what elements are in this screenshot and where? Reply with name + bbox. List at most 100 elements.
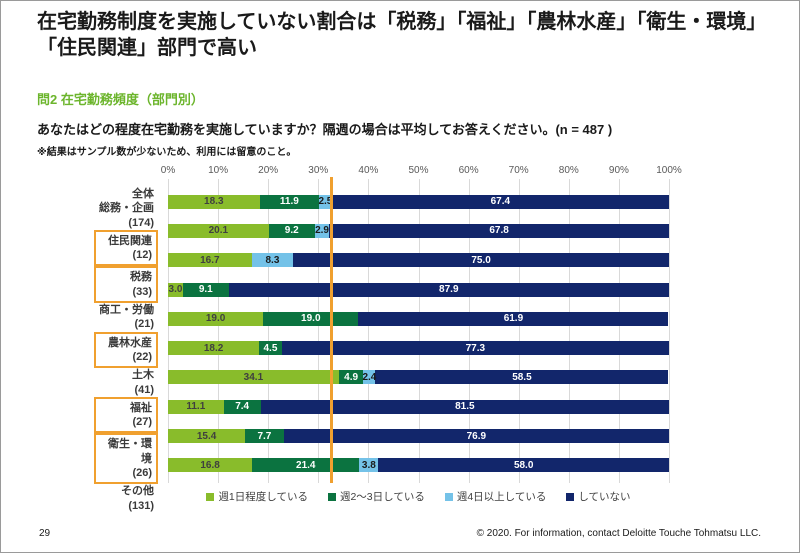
bar-row: 19.0 19.0 61.9 — [168, 304, 669, 333]
bar-value-label: 7.4 — [235, 401, 250, 413]
bar-segment: 2.4 — [362, 370, 376, 385]
bar-value-label: 58.5 — [512, 371, 532, 383]
category-label-row: 農林水産 (22) — [1, 331, 161, 369]
bar-segment: 18.3 — [168, 194, 260, 209]
bar-rows: 18.3 11.9 2.5 67.4 20.1 9.2 2.9 67.8 16.7 8.3 75.0… — [168, 187, 669, 480]
legend-swatch — [444, 492, 453, 501]
bar-segment: 9.2 — [268, 223, 315, 238]
bar-segment: 2.5 — [318, 194, 333, 209]
x-axis-tick-label: 50% — [408, 165, 429, 176]
bar-value-label: 7.7 — [257, 430, 272, 442]
bar-segment: 16.8 — [168, 458, 253, 473]
x-axis-tick-label: 0% — [160, 165, 176, 176]
bar-row: 18.3 11.9 2.5 67.4 — [168, 187, 669, 216]
bar-value-label: 11.9 — [279, 196, 299, 208]
bar-segment: 58.5 — [375, 370, 669, 385]
sample-note: ※結果はサンプル数が少ないため、利用には留意のこと。 — [37, 147, 297, 158]
bar-value-label: 16.8 — [200, 459, 220, 471]
bar-value-label: 11.1 — [186, 401, 206, 413]
bar-value-label: 75.0 — [471, 254, 491, 266]
page-title: 在宅勤務制度を実施していない割合は「税務」「福祉」「農林水産」「衛生・環境」「住… — [37, 11, 767, 60]
bar-value-label: 16.7 — [200, 254, 220, 266]
bar-value-label: 87.9 — [439, 284, 459, 296]
question-subtitle: 問2 在宅勤務頻度（部門別） — [37, 92, 204, 107]
gridline — [618, 179, 620, 483]
legend-item: していない — [566, 489, 631, 504]
bar-value-label: 77.3 — [465, 342, 486, 354]
bar-segment: 19.0 — [263, 311, 359, 326]
bar-value-label: 19.0 — [205, 313, 226, 325]
bar-segment: 19.0 — [168, 311, 264, 326]
bar-row: 18.2 4.5 77.3 — [168, 333, 669, 362]
legend-item: 週1日程度している — [206, 489, 308, 504]
category-label-row: 総務・企画 (174) — [1, 201, 161, 230]
legend-swatch — [327, 492, 336, 501]
category-label-highlighted: 福祉 (27) — [94, 396, 158, 434]
bar-value-label: 3.0 — [168, 284, 183, 296]
category-label-row: 全体 — [1, 187, 161, 201]
x-axis-tick-label: 70% — [508, 165, 529, 176]
bar-segment: 61.9 — [358, 311, 669, 326]
legend: 週1日程度している 週2～3日している 週4日以上している していない — [168, 489, 669, 504]
gridline — [318, 179, 320, 483]
stacked-bar-chart: 0% 10% 20% 30% 40% 50% 60% 70% 80% 90% 100% 18.3 11… — [1, 163, 799, 493]
bar-segment: 7.7 — [245, 429, 284, 444]
bar-value-label: 3.8 — [361, 459, 376, 471]
bar-row: 16.7 8.3 75.0 — [168, 246, 669, 275]
gridline — [518, 179, 520, 483]
bar-value-label: 15.4 — [196, 430, 217, 442]
bar-segment: 76.9 — [283, 429, 669, 444]
page-number: 29 — [39, 528, 51, 539]
legend-label: 週2～3日している — [339, 491, 425, 503]
bar-row: 34.1 4.9 2.4 58.5 — [168, 363, 669, 392]
category-label-row: 福祉 (27) — [1, 396, 161, 434]
gridline — [669, 179, 670, 483]
category-label-highlighted: 税務 (33) — [94, 266, 158, 304]
gridline — [218, 179, 220, 483]
legend-item: 週2～3日している — [327, 489, 425, 504]
category-label: 土木 (41) — [132, 369, 154, 396]
bar-value-label: 21.4 — [296, 459, 316, 471]
bar-value-label: 4.9 — [344, 371, 359, 383]
category-label-row: 商工・労働 (21) — [1, 303, 161, 332]
bar-segment: 87.9 — [228, 282, 669, 297]
x-axis-tick-label: 100% — [656, 165, 682, 176]
bar-value-label: 9.1 — [198, 284, 213, 296]
bar-segment: 4.5 — [259, 341, 282, 356]
bar-value-label: 20.1 — [208, 225, 229, 237]
bar-segment: 34.1 — [168, 370, 339, 385]
bar-segment: 81.5 — [260, 399, 669, 414]
category-label-row: その他 (131) — [1, 484, 161, 513]
gridline — [268, 179, 270, 483]
copyright-text: © 2020. For information, contact Deloitt… — [476, 528, 761, 539]
bar-value-label: 2.9 — [315, 225, 329, 237]
category-labels: 全体 総務・企画 (174) 住民関連 (12) 税務 (33) 商工・労働 (21) 農林水産(… — [1, 187, 161, 512]
legend-swatch — [206, 492, 215, 501]
bar-segment: 18.2 — [168, 341, 260, 356]
legend-label: 週1日程度している — [218, 491, 308, 503]
category-label: その他 (131) — [121, 485, 154, 512]
survey-question: あなたはどの程度在宅勤務を実施していますか？隔週の場合は平均してお答えください。… — [37, 122, 613, 137]
legend-label: 週4日以上している — [456, 491, 547, 503]
bar-segment: 7.4 — [223, 399, 261, 414]
category-label: 全体 — [132, 188, 154, 200]
gridline — [418, 179, 420, 483]
x-axis-tick-label: 10% — [208, 165, 229, 176]
legend-item: 週4日以上している — [444, 489, 547, 504]
x-axis-tick-label: 60% — [458, 165, 479, 176]
bar-segment: 15.4 — [168, 429, 246, 444]
bar-segment: 4.9 — [338, 370, 364, 385]
bar-value-label: 18.3 — [204, 196, 224, 208]
bar-value-label: 4.5 — [263, 342, 278, 354]
bar-value-label: 76.9 — [466, 430, 487, 442]
bar-value-label: 2.5 — [318, 196, 333, 208]
bar-row: 15.4 7.7 76.9 — [168, 421, 669, 450]
category-label: 商工・労働 (21) — [99, 304, 154, 331]
bar-segment: 21.4 — [252, 458, 360, 473]
bar-value-label: 8.3 — [265, 254, 280, 266]
category-label-row: 税務 (33) — [1, 266, 161, 304]
category-label-row: 衛生・環境 (26) — [1, 433, 161, 485]
category-label-highlighted: 衛生・環境 (26) — [94, 433, 158, 485]
bar-segment: 20.1 — [168, 223, 269, 238]
